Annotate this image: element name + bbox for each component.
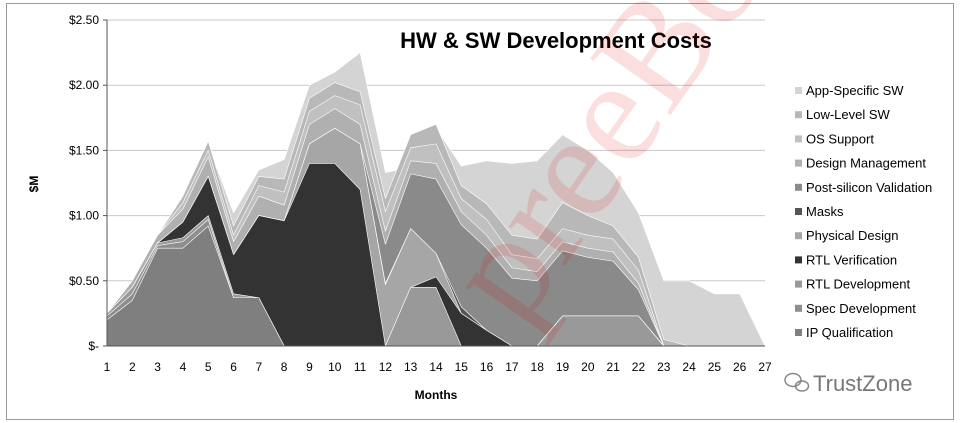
x-tick-label: 20 (581, 360, 595, 374)
logo-text: TrustZone (813, 371, 912, 396)
legend-swatch (795, 256, 802, 264)
legend-swatch (795, 232, 802, 240)
x-tick-label: 15 (455, 360, 469, 374)
x-axis-label: Months (415, 388, 458, 402)
x-tick-label: 7 (256, 360, 263, 374)
x-tick-label: 5 (205, 360, 212, 374)
x-tick-label: 6 (230, 360, 237, 374)
x-tick-label: 1 (104, 360, 111, 374)
legend-label: IP Qualification (806, 325, 893, 340)
legend-label: OS Support (806, 131, 874, 146)
x-tick-label: 19 (556, 360, 570, 374)
x-tick-label: 17 (505, 360, 519, 374)
y-axis-label: $M (27, 176, 41, 193)
x-tick-label: 14 (429, 360, 443, 374)
legend-swatch (795, 111, 802, 119)
chart-frame (6, 3, 954, 420)
legend-label: Low-Level SW (806, 107, 891, 122)
trustzone-logo: TrustZone (784, 371, 912, 396)
x-tick-label: 9 (306, 360, 313, 374)
x-tick-label: 3 (154, 360, 161, 374)
x-tick-label: 22 (632, 360, 646, 374)
plot-areas (106, 52, 766, 347)
y-tick-label: $2.50 (69, 13, 99, 27)
y-tick-label: $1.00 (69, 209, 99, 223)
legend-label: RTL Verification (806, 252, 897, 267)
x-tick-label: 4 (180, 360, 187, 374)
x-tick-label: 27 (758, 360, 772, 374)
x-tick-label: 26 (733, 360, 747, 374)
y-tick-label: $0.50 (69, 274, 99, 288)
x-tick-label: 21 (606, 360, 620, 374)
y-tick-label: $1.50 (69, 143, 99, 157)
y-tick-label: $2.00 (69, 78, 99, 92)
x-tick-label: 11 (354, 360, 367, 374)
x-tick-label: 23 (657, 360, 671, 374)
legend-label: Masks (806, 204, 844, 219)
legend-label: Design Management (806, 156, 926, 171)
y-tick-label: $- (88, 339, 99, 353)
legend-swatch (795, 135, 802, 143)
wechat-icon (784, 372, 810, 392)
legend: App-Specific SW Low-Level SW OS Support Des… (795, 83, 932, 340)
x-tick-label: 18 (531, 360, 545, 374)
legend-swatch (795, 329, 802, 336)
legend-swatch (795, 159, 802, 167)
x-tick-label: 8 (281, 360, 288, 374)
x-tick-label: 10 (328, 360, 342, 374)
chart-title: HW & SW Development Costs (400, 28, 712, 53)
x-tick-label: 13 (404, 360, 418, 374)
legend-swatch (795, 208, 802, 215)
legend-swatch (795, 183, 802, 191)
legend-swatch (795, 304, 802, 312)
x-tick-labels: 1 2 3 4 5 6 7 8 9 10 11 12 13 14 15 16 17 18 19 20 21 22 23 24 2… (104, 360, 772, 374)
legend-label: Physical Design (806, 228, 899, 243)
legend-label: App-Specific SW (806, 83, 904, 98)
legend-label: RTL Development (806, 277, 910, 292)
legend-label: Post-silicon Validation (806, 180, 932, 195)
y-tick-labels: $- $0.50 $1.00 $1.50 $2.00 $2.50 (69, 13, 99, 353)
x-tick-label: 16 (480, 360, 494, 374)
legend-label: Spec Development (806, 301, 916, 316)
x-tick-label: 24 (682, 360, 696, 374)
x-tick-label: 2 (129, 360, 136, 374)
x-tick-label: 12 (379, 360, 393, 374)
legend-swatch (795, 87, 802, 94)
x-tick-label: 25 (708, 360, 722, 374)
legend-swatch (795, 280, 802, 288)
axes (106, 20, 765, 347)
